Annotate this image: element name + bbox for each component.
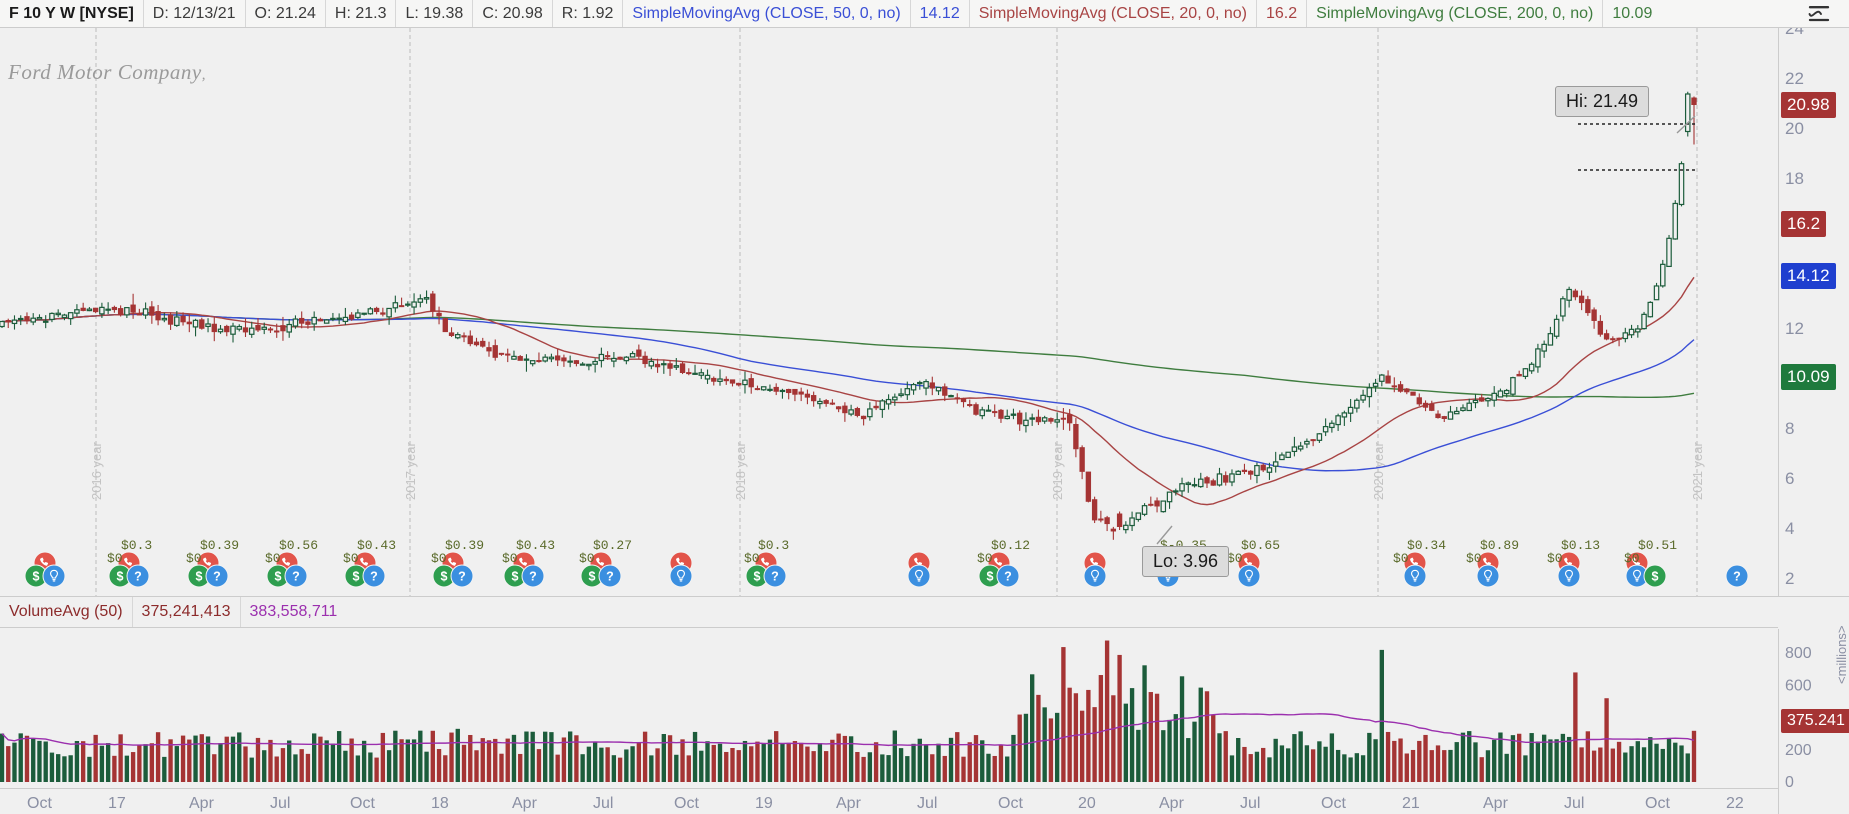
svg-text:Apr: Apr: [1159, 795, 1185, 812]
svg-text:Jul: Jul: [593, 795, 613, 812]
svg-text:$0: $0: [744, 551, 760, 566]
svg-text:$0.51: $0.51: [1638, 538, 1677, 553]
svg-text:$0: $0: [977, 551, 993, 566]
svg-text:$0.3: $0.3: [758, 538, 789, 553]
svg-text:Apr: Apr: [836, 795, 862, 812]
svg-text:$0.56: $0.56: [279, 538, 318, 553]
svg-text:$0.65: $0.65: [1241, 538, 1280, 553]
svg-text:Jul: Jul: [1240, 795, 1260, 812]
svg-text:Oct: Oct: [27, 795, 52, 812]
svg-text:$0.39: $0.39: [200, 538, 239, 553]
svg-text:$0: $0: [107, 551, 123, 566]
svg-text:$0.34: $0.34: [1407, 538, 1446, 553]
svg-text:$0.89: $0.89: [1480, 538, 1519, 553]
svg-text:8: 8: [1785, 419, 1794, 438]
svg-text:6: 6: [1785, 469, 1794, 488]
svg-text:$0: $0: [1466, 551, 1482, 566]
svg-text:$0.39: $0.39: [445, 538, 484, 553]
svg-text:20: 20: [1078, 795, 1096, 812]
svg-text:Jul: Jul: [1564, 795, 1584, 812]
svg-text:24: 24: [1785, 28, 1804, 38]
svg-text:$0.43: $0.43: [357, 538, 396, 553]
svg-text:Oct: Oct: [1645, 795, 1670, 812]
svg-text:$0.3: $0.3: [121, 538, 152, 553]
svg-text:20: 20: [1785, 119, 1804, 138]
svg-text:Jul: Jul: [917, 795, 937, 812]
svg-text:22: 22: [1785, 69, 1804, 88]
svg-text:$0: $0: [1227, 551, 1243, 566]
svg-text:$0: $0: [1624, 551, 1640, 566]
svg-text:$0: $0: [1547, 551, 1563, 566]
svg-text:19: 19: [755, 795, 773, 812]
svg-text:22: 22: [1726, 795, 1744, 812]
svg-text:$0: $0: [343, 551, 359, 566]
svg-text:200: 200: [1785, 742, 1812, 759]
svg-text:4: 4: [1785, 519, 1794, 538]
svg-text:Oct: Oct: [674, 795, 699, 812]
svg-text:17: 17: [108, 795, 126, 812]
svg-text:Oct: Oct: [998, 795, 1023, 812]
svg-text:$0.13: $0.13: [1561, 538, 1600, 553]
svg-text:Apr: Apr: [1483, 795, 1509, 812]
svg-text:$0.27: $0.27: [593, 538, 632, 553]
svg-text:$0: $0: [431, 551, 447, 566]
svg-text:$0.12: $0.12: [991, 538, 1030, 553]
svg-text:Jul: Jul: [270, 795, 290, 812]
svg-text:$0: $0: [186, 551, 202, 566]
svg-text:$0: $0: [1393, 551, 1409, 566]
svg-text:18: 18: [431, 795, 449, 812]
svg-text:Oct: Oct: [1321, 795, 1346, 812]
svg-text:$0: $0: [579, 551, 595, 566]
svg-text:0: 0: [1785, 774, 1794, 788]
svg-text:600: 600: [1785, 677, 1812, 694]
svg-text:18: 18: [1785, 169, 1804, 188]
svg-text:Oct: Oct: [350, 795, 375, 812]
svg-text:Apr: Apr: [512, 795, 538, 812]
svg-text:$0: $0: [265, 551, 281, 566]
svg-text:2: 2: [1785, 569, 1794, 588]
svg-text:21: 21: [1402, 795, 1420, 812]
svg-text:$0: $0: [502, 551, 518, 566]
svg-text:12: 12: [1785, 319, 1804, 338]
svg-text:$0.43: $0.43: [516, 538, 555, 553]
svg-text:Apr: Apr: [189, 795, 215, 812]
svg-text:800: 800: [1785, 645, 1812, 662]
